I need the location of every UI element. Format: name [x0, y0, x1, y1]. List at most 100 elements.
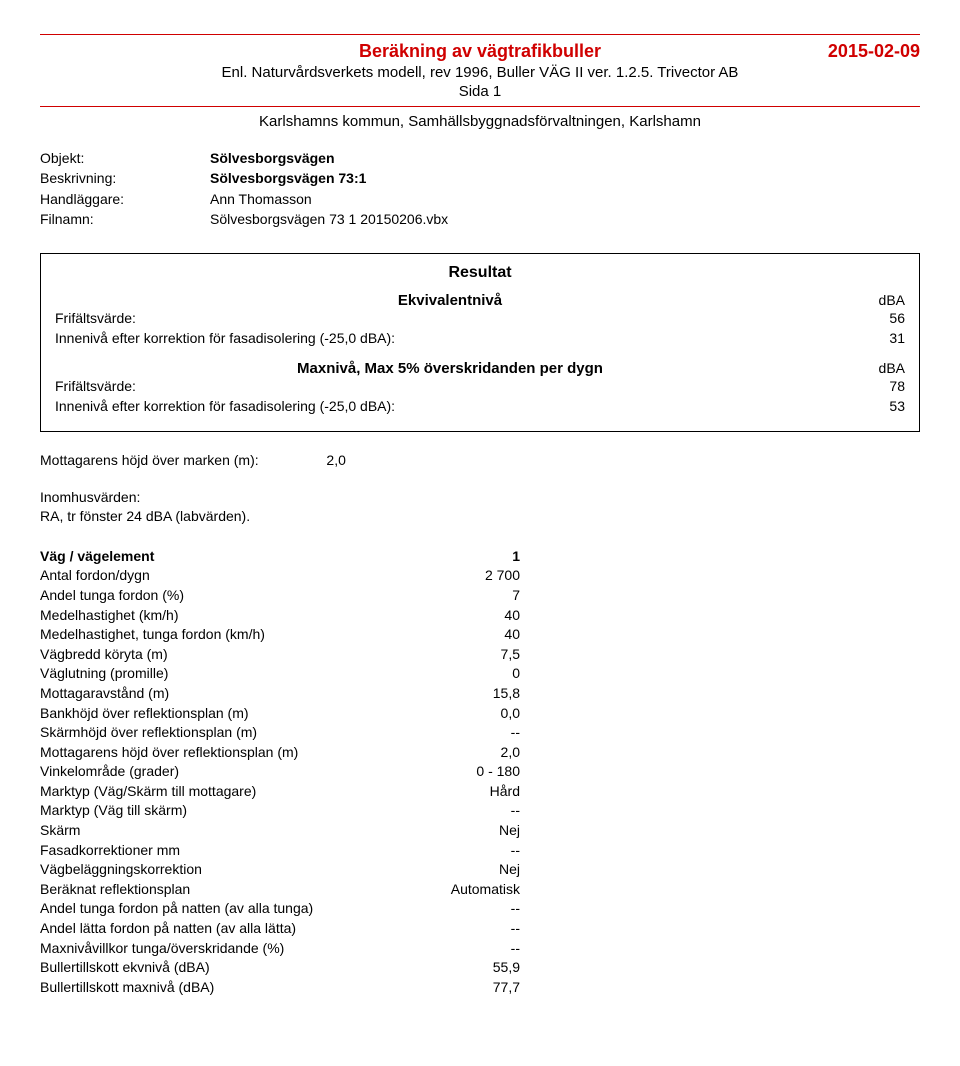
data-row: Bankhöjd över reflektionsplan (m)0,0	[40, 704, 920, 724]
data-key: Väglutning (promille)	[40, 664, 400, 684]
data-row: Mottagarens höjd över reflektionsplan (m…	[40, 743, 920, 763]
data-key: Väg / vägelement	[40, 547, 400, 567]
data-key: Medelhastighet (km/h)	[40, 606, 400, 626]
data-value: --	[400, 801, 520, 821]
kommun-line: Karlshamns kommun, Samhällsbyggnadsförva…	[40, 113, 920, 130]
max-inneniva-value: 53	[845, 397, 905, 417]
data-key: Bullertillskott ekvnivå (dBA)	[40, 958, 400, 978]
max-label: Maxnivå, Max 5% överskridanden per dygn	[55, 360, 845, 377]
data-value: 77,7	[400, 978, 520, 998]
meta-value-objekt: Sölvesborgsvägen	[210, 148, 335, 168]
ekv-label: Ekvivalentnivå	[55, 292, 845, 309]
data-row: Andel tunga fordon (%)7	[40, 586, 920, 606]
data-value: 0,0	[400, 704, 520, 724]
inomhus-line2: RA, tr fönster 24 dBA (labvärden).	[40, 507, 920, 527]
data-value: --	[400, 841, 520, 861]
data-value: 1	[400, 547, 520, 567]
data-value: 40	[400, 606, 520, 626]
max-inneniva-row: Innenivå efter korrektion för fasadisole…	[55, 397, 905, 417]
max-header-row: Maxnivå, Max 5% överskridanden per dygn …	[55, 360, 905, 377]
data-key: Andel tunga fordon på natten (av alla tu…	[40, 899, 400, 919]
data-key: Medelhastighet, tunga fordon (km/h)	[40, 625, 400, 645]
data-value: --	[400, 939, 520, 959]
data-value: --	[400, 723, 520, 743]
data-key: Marktyp (Väg till skärm)	[40, 801, 400, 821]
ekv-header-row: Ekvivalentnivå dBA	[55, 292, 905, 309]
data-value: --	[400, 899, 520, 919]
data-table: Väg / vägelement1Antal fordon/dygn2 700A…	[40, 547, 920, 998]
data-row: Bullertillskott ekvnivå (dBA)55,9	[40, 958, 920, 978]
page-number: Sida 1	[40, 83, 920, 100]
doc-title: Beräkning av vägtrafikbuller	[359, 41, 601, 62]
data-key: Bullertillskott maxnivå (dBA)	[40, 978, 400, 998]
data-key: Vägbeläggningskorrektion	[40, 860, 400, 880]
data-value: 0 - 180	[400, 762, 520, 782]
data-key: Marktyp (Väg/Skärm till mottagare)	[40, 782, 400, 802]
ekv-inneniva-label: Innenivå efter korrektion för fasadisole…	[55, 329, 845, 349]
ekv-frifalt-row: Frifältsvärde: 56	[55, 309, 905, 329]
data-row: Väg / vägelement1	[40, 547, 920, 567]
data-row: Andel tunga fordon på natten (av alla tu…	[40, 899, 920, 919]
data-row: Beräknat reflektionsplanAutomatisk	[40, 880, 920, 900]
doc-date: 2015-02-09	[828, 41, 920, 62]
data-value: 40	[400, 625, 520, 645]
data-value: 7,5	[400, 645, 520, 665]
data-value: Nej	[400, 860, 520, 880]
inomhus-line1: Inomhusvärden:	[40, 488, 920, 508]
data-key: Vägbredd köryta (m)	[40, 645, 400, 665]
meta-table: Objekt: Sölvesborgsvägen Beskrivning: Sö…	[40, 148, 920, 229]
data-value: 0	[400, 664, 520, 684]
data-row: Marktyp (Väg till skärm)--	[40, 801, 920, 821]
data-key: Beräknat reflektionsplan	[40, 880, 400, 900]
data-value: Automatisk	[400, 880, 520, 900]
data-key: Andel tunga fordon (%)	[40, 586, 400, 606]
doc-subtitle: Enl. Naturvårdsverkets modell, rev 1996,…	[40, 64, 920, 81]
ekv-inneniva-row: Innenivå efter korrektion för fasadisole…	[55, 329, 905, 349]
meta-row-handlaggare: Handläggare: Ann Thomasson	[40, 189, 920, 209]
data-value: 15,8	[400, 684, 520, 704]
ekv-frifalt-label: Frifältsvärde:	[55, 309, 845, 329]
data-value: --	[400, 919, 520, 939]
data-row: SkärmNej	[40, 821, 920, 841]
data-key: Vinkelområde (grader)	[40, 762, 400, 782]
data-value: 7	[400, 586, 520, 606]
ekv-inneniva-value: 31	[845, 329, 905, 349]
meta-label-handlaggare: Handläggare:	[40, 189, 210, 209]
data-row: Medelhastighet (km/h)40	[40, 606, 920, 626]
data-key: Antal fordon/dygn	[40, 566, 400, 586]
data-row: Medelhastighet, tunga fordon (km/h)40	[40, 625, 920, 645]
data-key: Fasadkorrektioner mm	[40, 841, 400, 861]
data-value: Nej	[400, 821, 520, 841]
max-frifalt-value: 78	[845, 377, 905, 397]
data-row: Vägbredd köryta (m)7,5	[40, 645, 920, 665]
data-key: Skärm	[40, 821, 400, 841]
meta-label-filnamn: Filnamn:	[40, 209, 210, 229]
data-row: Fasadkorrektioner mm--	[40, 841, 920, 861]
meta-row-filnamn: Filnamn: Sölvesborgsvägen 73 1 20150206.…	[40, 209, 920, 229]
data-key: Maxnivåvillkor tunga/överskridande (%)	[40, 939, 400, 959]
data-row: Marktyp (Väg/Skärm till mottagare)Hård	[40, 782, 920, 802]
mottagare-label: Mottagarens höjd över marken (m):	[40, 452, 259, 468]
header-block: Beräkning av vägtrafikbuller 2015-02-09 …	[40, 41, 920, 100]
data-row: Vinkelområde (grader)0 - 180	[40, 762, 920, 782]
max-frifalt-label: Frifältsvärde:	[55, 377, 845, 397]
max-inneniva-label: Innenivå efter korrektion för fasadisole…	[55, 397, 845, 417]
data-value: Hård	[400, 782, 520, 802]
mottagare-row: Mottagarens höjd över marken (m): 2,0	[40, 452, 920, 468]
result-box: Resultat Ekvivalentnivå dBA Frifältsvärd…	[40, 253, 920, 431]
max-unit: dBA	[845, 360, 905, 377]
data-row: Skärmhöjd över reflektionsplan (m)--	[40, 723, 920, 743]
bottom-rule	[40, 106, 920, 107]
data-row: Mottagaravstånd (m)15,8	[40, 684, 920, 704]
data-row: VägbeläggningskorrektionNej	[40, 860, 920, 880]
ekv-unit: dBA	[845, 292, 905, 309]
max-frifalt-row: Frifältsvärde: 78	[55, 377, 905, 397]
inomhus-block: Inomhusvärden: RA, tr fönster 24 dBA (la…	[40, 488, 920, 527]
meta-label-beskrivning: Beskrivning:	[40, 168, 210, 188]
meta-value-filnamn: Sölvesborgsvägen 73 1 20150206.vbx	[210, 209, 448, 229]
data-key: Skärmhöjd över reflektionsplan (m)	[40, 723, 400, 743]
data-value: 55,9	[400, 958, 520, 978]
top-rule	[40, 34, 920, 35]
data-value: 2,0	[400, 743, 520, 763]
meta-label-objekt: Objekt:	[40, 148, 210, 168]
